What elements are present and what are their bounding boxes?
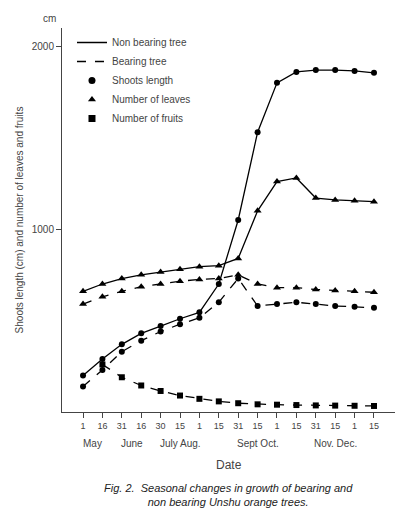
- svg-text:15: 15: [214, 421, 224, 431]
- svg-text:1: 1: [81, 421, 86, 431]
- svg-text:16: 16: [97, 421, 107, 431]
- svg-text:May: May: [83, 438, 102, 449]
- svg-text:1000: 1000: [32, 224, 55, 235]
- svg-text:30: 30: [156, 421, 166, 431]
- svg-text:Date: Date: [216, 458, 242, 472]
- svg-text:1: 1: [352, 421, 357, 431]
- svg-text:16: 16: [136, 421, 146, 431]
- svg-text:Non bearing tree: Non bearing tree: [112, 37, 187, 48]
- svg-text:15: 15: [369, 421, 379, 431]
- svg-text:31: 31: [233, 421, 243, 431]
- svg-text:Shoots length (cm) and number: Shoots length (cm) and number of leaves …: [14, 107, 25, 334]
- svg-text:2000: 2000: [32, 41, 55, 52]
- svg-text:cm: cm: [43, 13, 56, 24]
- svg-text:1: 1: [274, 421, 279, 431]
- svg-text:Fig. 2. Seasonal changes in g: Fig. 2. Seasonal changes in growth of be…: [104, 482, 353, 508]
- svg-text:31: 31: [311, 421, 321, 431]
- svg-text:15: 15: [175, 421, 185, 431]
- svg-text:Bearing tree: Bearing tree: [112, 56, 167, 67]
- svg-text:15: 15: [330, 421, 340, 431]
- svg-text:15: 15: [291, 421, 301, 431]
- svg-text:Sept Oct.: Sept Oct.: [237, 438, 279, 449]
- svg-text:Number of leaves: Number of leaves: [112, 94, 190, 105]
- svg-text:Number of fruits: Number of fruits: [112, 113, 183, 124]
- svg-text:31: 31: [117, 421, 127, 431]
- svg-text:1: 1: [197, 421, 202, 431]
- svg-text:Nov. Dec.: Nov. Dec.: [314, 438, 357, 449]
- svg-text:15: 15: [253, 421, 263, 431]
- svg-text:Shoots length: Shoots length: [112, 75, 173, 86]
- svg-text:July Aug.: July Aug.: [160, 438, 201, 449]
- svg-text:June: June: [121, 438, 143, 449]
